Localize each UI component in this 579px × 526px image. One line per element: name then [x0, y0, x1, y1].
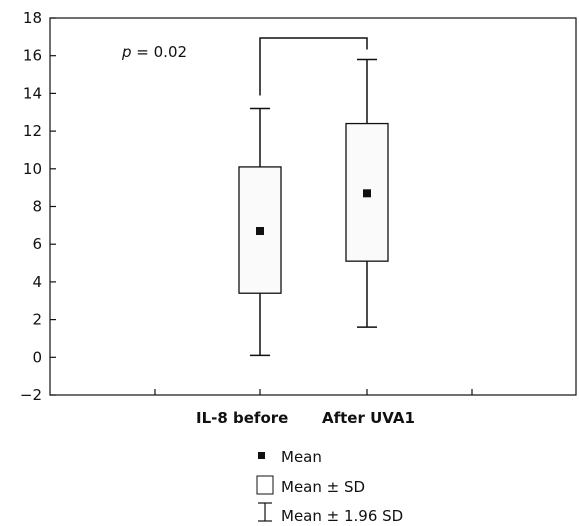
legend-sd-label: Mean ± SD	[281, 478, 365, 496]
mean-marker-1	[363, 189, 371, 198]
y-tick-label-5: 8	[32, 198, 42, 216]
category-label-0: IL-8 before	[196, 409, 288, 427]
legend-sd-box	[256, 475, 274, 495]
y-axis: −2 0 2 4 6 8 10 12 14 16 18	[20, 9, 56, 404]
legend: Mean Mean ± SD Mean ± 1.96 SD	[256, 448, 403, 525]
boxes	[238, 58, 389, 357]
p-value-text: = 0.02	[132, 43, 188, 61]
y-tick-label-3: 4	[32, 273, 42, 291]
legend-ci-label: Mean ± 1.96 SD	[281, 507, 403, 525]
category-label-1: After UVA1	[322, 409, 415, 427]
y-tick-label-0: −2	[20, 386, 42, 404]
bracket-line	[259, 37, 368, 96]
plot-frame	[49, 17, 577, 396]
y-tick-label-6: 10	[23, 160, 42, 178]
y-tick-label-8: 14	[23, 84, 42, 102]
p-value-annotation: p = 0.02	[121, 43, 187, 61]
plot-area: −2 0 2 4 6 8 10 12 14 16 18	[20, 9, 577, 404]
mean-marker-0	[256, 227, 264, 236]
legend-mean-marker	[258, 452, 265, 459]
box-0	[238, 107, 282, 357]
y-tick-label-1: 0	[32, 348, 42, 366]
significance-bracket	[259, 37, 368, 96]
x-axis	[154, 389, 473, 395]
y-tick-label-2: 2	[32, 311, 42, 329]
y-tick-label-4: 6	[32, 235, 42, 253]
y-tick-label-7: 12	[23, 122, 42, 140]
y-tick-label-9: 16	[23, 47, 42, 65]
y-tick-label-10: 18	[23, 9, 42, 27]
box-1	[345, 58, 389, 328]
legend-whisker-icon	[258, 502, 272, 522]
category-labels: IL-8 before After UVA1	[196, 409, 415, 427]
p-symbol: p	[121, 43, 132, 61]
legend-mean-label: Mean	[281, 448, 322, 466]
